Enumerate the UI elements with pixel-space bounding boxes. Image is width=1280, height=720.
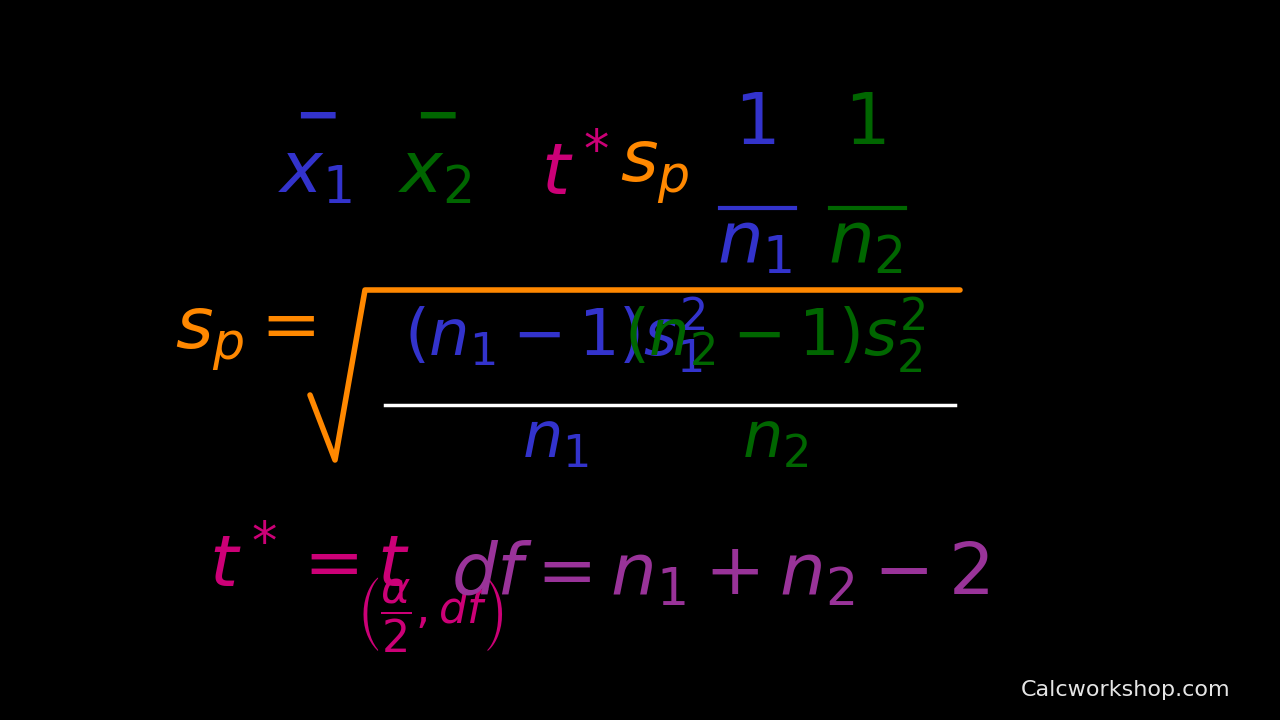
- Text: $(n_1-1)s_1^2$: $(n_1-1)s_1^2$: [404, 295, 707, 374]
- Text: $t^* = t$: $t^* = t$: [210, 530, 411, 602]
- Text: $t^*$: $t^*$: [540, 138, 609, 210]
- Text: $n_1$: $n_1$: [717, 208, 792, 277]
- Text: $n_1$: $n_1$: [522, 408, 589, 470]
- Text: $x_2$: $x_2$: [398, 138, 472, 207]
- Text: $1$: $1$: [845, 90, 886, 159]
- Text: $\left(\dfrac{\alpha}{2},df\right)$: $\left(\dfrac{\alpha}{2},df\right)$: [357, 575, 503, 654]
- Text: $n_2$: $n_2$: [741, 408, 808, 470]
- Text: $s_p =$: $s_p =$: [174, 305, 315, 374]
- Text: $n_2$: $n_2$: [828, 208, 902, 277]
- Text: $s_p$: $s_p$: [621, 138, 690, 207]
- Text: $(n_2-1)s_2^2$: $(n_2-1)s_2^2$: [625, 295, 925, 374]
- Text: $\mathbf{-}$: $\mathbf{-}$: [293, 90, 337, 143]
- Text: $x_1$: $x_1$: [278, 138, 352, 207]
- Text: $1$: $1$: [735, 90, 776, 159]
- Text: $df = n_1 + n_2 - 2$: $df = n_1 + n_2 - 2$: [451, 540, 989, 610]
- Text: Calcworkshop.com: Calcworkshop.com: [1020, 680, 1230, 700]
- Text: $\mathbf{-}$: $\mathbf{-}$: [413, 90, 456, 143]
